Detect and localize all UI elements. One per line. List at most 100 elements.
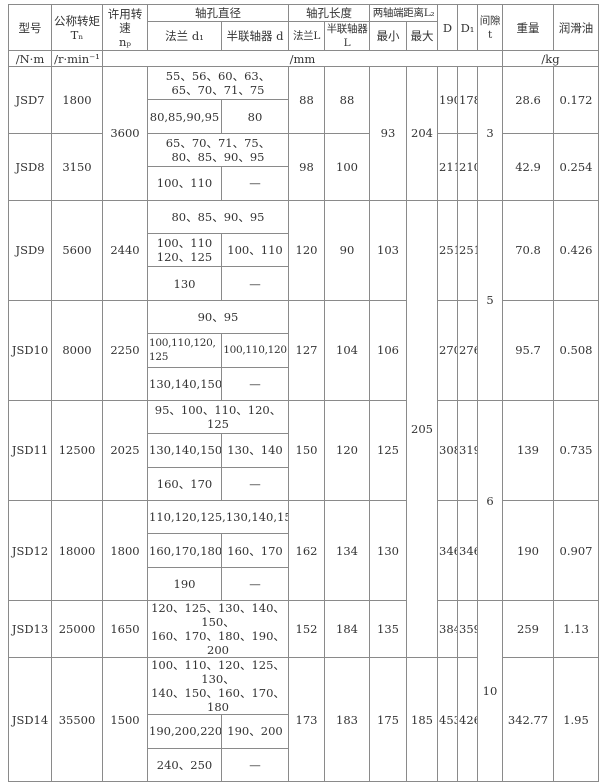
header-gap-symbol: t [488, 28, 492, 41]
cell-model: JSD8 [8, 132, 52, 201]
header-D1: D₁ [457, 4, 478, 51]
cell-gap: 10 [477, 600, 503, 782]
unit-kg: /kg [502, 50, 599, 67]
cell-model: JSD7 [8, 66, 52, 134]
cell-gap: 3 [477, 66, 503, 201]
cell-flange-d1: 130,140,150 [147, 433, 222, 468]
cell-D1: 210 [457, 132, 478, 201]
cell-weight: 28.6 [502, 66, 554, 134]
header-bore-length: 轴孔长度 [288, 4, 370, 22]
cell-D: 346 [437, 500, 458, 602]
header-bore-diameter: 轴孔直径 [147, 4, 289, 22]
cell-flange-d1: 190,200,220 [147, 714, 222, 749]
header-speed-label: 许用转速 [107, 6, 143, 35]
cell-oil: 0.254 [553, 132, 599, 201]
cell-model: JSD11 [8, 399, 52, 502]
header-weight: 重量 [502, 4, 554, 51]
cell-weight: 259 [502, 600, 554, 659]
header-torque-symbol: Tₙ [70, 27, 84, 42]
cell-min: 93 [369, 66, 407, 201]
cell-max: 185 [406, 657, 438, 782]
cell-model: JSD12 [8, 500, 52, 602]
cell-half-d: — [221, 747, 289, 782]
cell-speed: 1650 [102, 600, 148, 659]
cell-half-d: 130、140 [221, 433, 289, 468]
cell-flange-L: 162 [288, 500, 325, 602]
cell-D1: 359 [457, 600, 478, 659]
cell-half-L: 120 [324, 399, 370, 502]
header-gap-label: 间隙 [479, 14, 501, 27]
cell-oil: 0.735 [553, 399, 599, 502]
cell-speed: 2440 [102, 199, 148, 301]
cell-speed: 2250 [102, 299, 148, 401]
cell-half-d: — [221, 166, 289, 201]
cell-speed: 2025 [102, 399, 148, 502]
header-speed-symbol: nₚ [118, 34, 131, 49]
cell-half-d: — [221, 566, 289, 602]
cell-flange-d1: 160,170,180 [147, 533, 222, 568]
cell-D1: 178 [457, 66, 478, 134]
cell-torque: 1800 [51, 66, 103, 134]
cell-half-d: 100、110 [221, 232, 289, 268]
cell-half-L: 88 [324, 66, 370, 134]
header-distance: 两轴端距离L₂ [369, 4, 438, 22]
cell-flange-L: 98 [288, 132, 325, 201]
cell-half-d: — [221, 266, 289, 301]
cell-weight: 95.7 [502, 299, 554, 401]
cell-min: 106 [369, 299, 407, 401]
cell-half-L: 184 [324, 600, 370, 659]
cell-bore: 120、125、130、140、150、 160、170、180、190、200 [147, 600, 289, 659]
cell-torque: 3150 [51, 132, 103, 201]
cell-bore: 65、70、71、75、 80、85、90、95 [147, 132, 289, 168]
cell-gap: 6 [477, 399, 503, 602]
cell-D: 453 [437, 657, 458, 782]
cell-D1: 251 [457, 199, 478, 301]
cell-model: JSD10 [8, 299, 52, 401]
cell-oil: 1.95 [553, 657, 599, 782]
cell-half-L: 104 [324, 299, 370, 401]
cell-flange-d1: 240、250 [147, 747, 222, 782]
cell-flange-L: 173 [288, 657, 325, 782]
cell-flange-d1: 100,110,120, 125 [147, 333, 222, 368]
cell-torque: 12500 [51, 399, 103, 502]
cell-D: 190 [437, 66, 458, 134]
cell-oil: 0.907 [553, 500, 599, 602]
header-half-L: 半联轴器 L [324, 21, 370, 51]
header-max: 最大 [406, 21, 438, 51]
cell-half-d: — [221, 366, 289, 401]
unit-speed: /r·min⁻¹ [51, 50, 103, 67]
coupling-spec-table: 型号 公称转矩 Tₙ 许用转速 nₚ 轴孔直径 轴孔长度 两轴端距离L₂ D D₁ … [8, 4, 599, 782]
cell-half-L: 134 [324, 500, 370, 602]
cell-flange-d1: 190 [147, 566, 222, 602]
cell-D: 270 [437, 299, 458, 401]
cell-D: 384 [437, 600, 458, 659]
cell-bore: 55、56、60、63、 65、70、71、75 [147, 65, 289, 101]
cell-flange-d1: 130,140,150 [147, 366, 222, 401]
header-flange-d1: 法兰 d₁ [147, 21, 222, 51]
cell-oil: 0.508 [553, 299, 599, 401]
cell-bore: 95、100、110、120、125 [147, 399, 289, 435]
cell-D: 251 [437, 199, 458, 301]
cell-D: 211 [437, 132, 458, 201]
cell-D1: 426 [457, 657, 478, 782]
cell-min: 175 [369, 657, 407, 782]
cell-max: 204 [406, 66, 438, 201]
cell-half-L: 183 [324, 657, 370, 782]
cell-gap: 5 [477, 199, 503, 401]
cell-D: 308 [437, 399, 458, 502]
cell-bore: 90、95 [147, 299, 289, 335]
cell-flange-d1: 80,85,90,95 [147, 99, 222, 134]
cell-weight: 139 [502, 399, 554, 502]
cell-D1: 346 [457, 500, 478, 602]
cell-half-d: 80 [221, 99, 289, 134]
header-model: 型号 [8, 4, 52, 51]
cell-D1: 319 [457, 399, 478, 502]
cell-torque: 35500 [51, 657, 103, 782]
cell-half-d: 190、200 [221, 714, 289, 749]
cell-torque: 8000 [51, 299, 103, 401]
cell-flange-L: 120 [288, 199, 325, 301]
header-gap: 间隙 t [477, 4, 503, 51]
cell-speed: 1800 [102, 500, 148, 602]
cell-model: JSD9 [8, 199, 52, 301]
cell-bore: 100、110、120、125、130、 140、150、160、170、180 [147, 657, 289, 716]
